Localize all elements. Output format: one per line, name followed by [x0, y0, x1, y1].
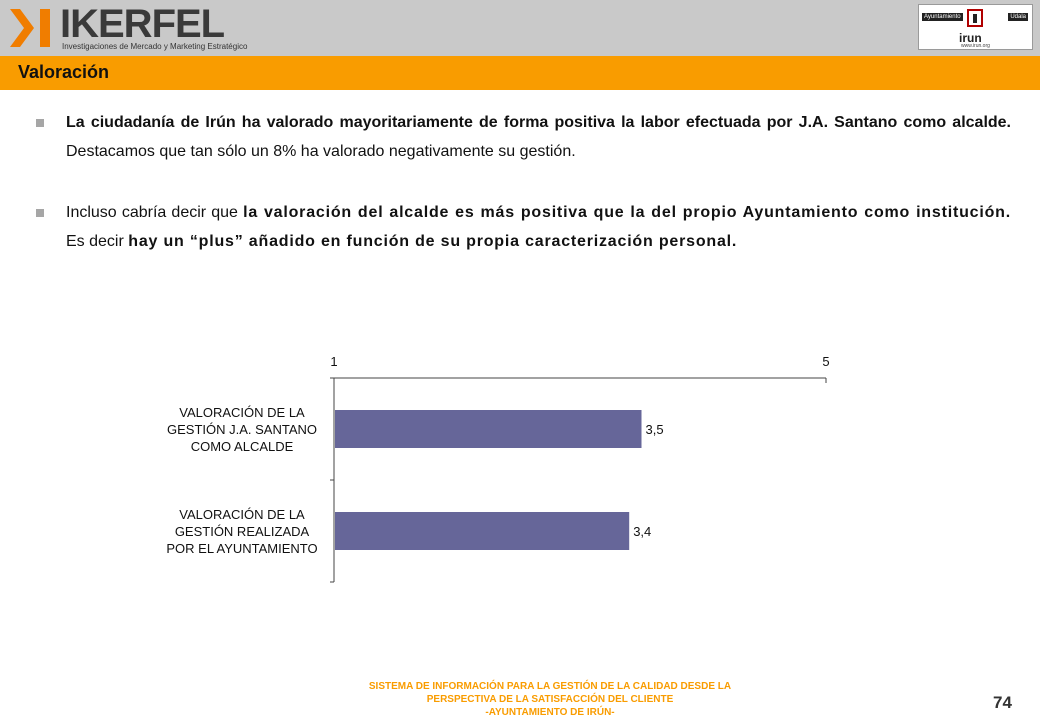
section-title-bar: Valoración	[0, 56, 1040, 90]
section-title: Valoración	[18, 62, 110, 82]
bar	[335, 410, 642, 448]
category-label-line: GESTIÓN J.A. SANTANO	[166, 421, 317, 437]
bullet-item: La ciudadanía de Irún ha valorado mayori…	[36, 108, 1011, 166]
bar	[335, 512, 630, 550]
bullet-text-bold: La ciudadanía de Irún ha valorado mayori…	[66, 114, 1011, 131]
footer: SISTEMA DE INFORMACIÓN PARA LA GESTIÓN D…	[300, 680, 800, 719]
logo-name: IKERFEL	[60, 2, 225, 46]
footer-line: PERSPECTIVA DE LA SATISFACCIÓN DEL CLIEN…	[426, 694, 674, 705]
bullet-text-bold: hay un “plus” añadido en función de su p…	[128, 233, 738, 250]
data-label: 3,5	[646, 422, 664, 437]
x-tick-label: 5	[822, 354, 829, 369]
ikerfel-logo-mark	[10, 9, 50, 47]
footer-line: SISTEMA DE INFORMACIÓN PARA LA GESTIÓN D…	[368, 681, 732, 692]
irun-logo-right-label: Udala	[1008, 13, 1028, 21]
footer-line: -AYUNTAMIENTO DE IRÚN-	[485, 707, 615, 718]
bullet-text-bold: la valoración del alcalde es más positiv…	[243, 204, 1011, 221]
category-label-line: VALORACIÓN DE LA	[179, 506, 305, 522]
header-bar: IKERFEL Investigaciones de Mercado y Mar…	[0, 0, 1040, 56]
data-label: 3,4	[633, 524, 651, 539]
irun-logo: Ayuntamiento Udala irun www.irun.org	[918, 4, 1033, 50]
irun-logo-word: irun	[959, 31, 982, 45]
irun-emblem-icon	[967, 9, 983, 27]
bullet-square-icon	[36, 209, 44, 217]
category-label-line: GESTIÓN REALIZADA	[174, 523, 310, 539]
bullet-text-normal: Destacamos que tan sólo un 8% ha valorad…	[66, 143, 576, 160]
bullet-text: Incluso cabría decir que la valoración d…	[66, 198, 1011, 256]
category-label-line: VALORACIÓN DE LA	[179, 404, 305, 420]
bullet-item: Incluso cabría decir que la valoración d…	[36, 198, 1011, 256]
category-label-line: POR EL AYUNTAMIENTO	[166, 540, 318, 556]
x-tick-label: 1	[330, 354, 337, 369]
irun-logo-url: www.irun.org	[961, 43, 990, 49]
bullet-text: La ciudadanía de Irún ha valorado mayori…	[66, 108, 1011, 166]
bullet-text-normal: Es decir	[66, 233, 129, 250]
logo-subtitle: Investigaciones de Mercado y Marketing E…	[62, 42, 248, 51]
irun-logo-left-label: Ayuntamiento	[922, 13, 963, 21]
page-number: 74	[993, 693, 1012, 712]
category-label-line: COMO ALCALDE	[190, 438, 294, 454]
bullet-square-icon	[36, 119, 44, 127]
category-label: VALORACIÓN DE LA GESTIÓN REALIZADA POR EL …	[162, 506, 322, 557]
category-label: VALORACIÓN DE LA GESTIÓN J.A. SANTANO COMO…	[162, 404, 322, 455]
bullet-text-normal: Incluso cabría decir que	[66, 204, 244, 221]
